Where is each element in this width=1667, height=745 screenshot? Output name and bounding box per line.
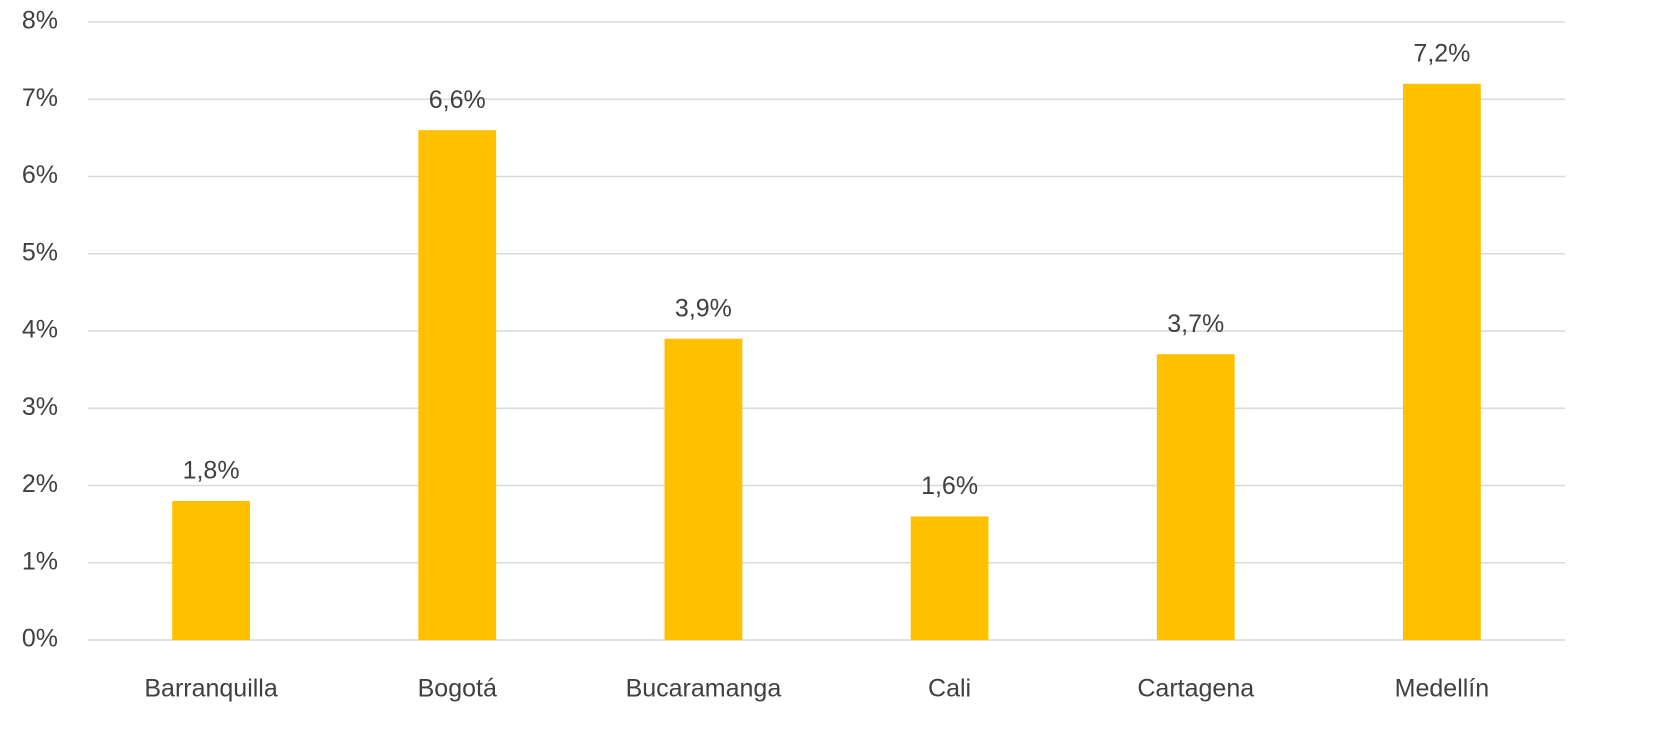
y-tick-label: 6% [22,161,58,189]
data-label: 6,6% [429,86,486,114]
bar [1156,354,1235,640]
y-tick-label: 4% [22,316,58,344]
data-label: 3,7% [1167,310,1224,338]
x-tick-label: Bucaramanga [626,675,782,703]
y-tick-label: 1% [22,547,58,575]
y-tick-label: 2% [22,470,58,498]
bar [910,516,989,640]
x-tick-label: Bogotá [418,675,497,703]
bar [418,130,497,640]
x-tick-label: Barranquilla [144,675,278,703]
y-tick-label: 0% [22,625,58,653]
data-label: 1,6% [921,472,978,500]
y-tick-label: 5% [22,238,58,266]
y-tick-label: 8% [22,7,58,35]
y-tick-label: 7% [22,84,58,112]
bar [664,338,743,640]
bar [172,500,250,640]
x-tick-label: Cartagena [1137,675,1254,703]
x-tick-label: Cali [928,675,971,703]
y-tick-label: 3% [22,393,58,421]
x-tick-label: Medellín [1395,675,1490,703]
data-label: 3,9% [675,294,732,322]
bar [1403,83,1481,641]
data-label: 7,2% [1413,39,1470,67]
data-label: 1,8% [183,457,240,485]
